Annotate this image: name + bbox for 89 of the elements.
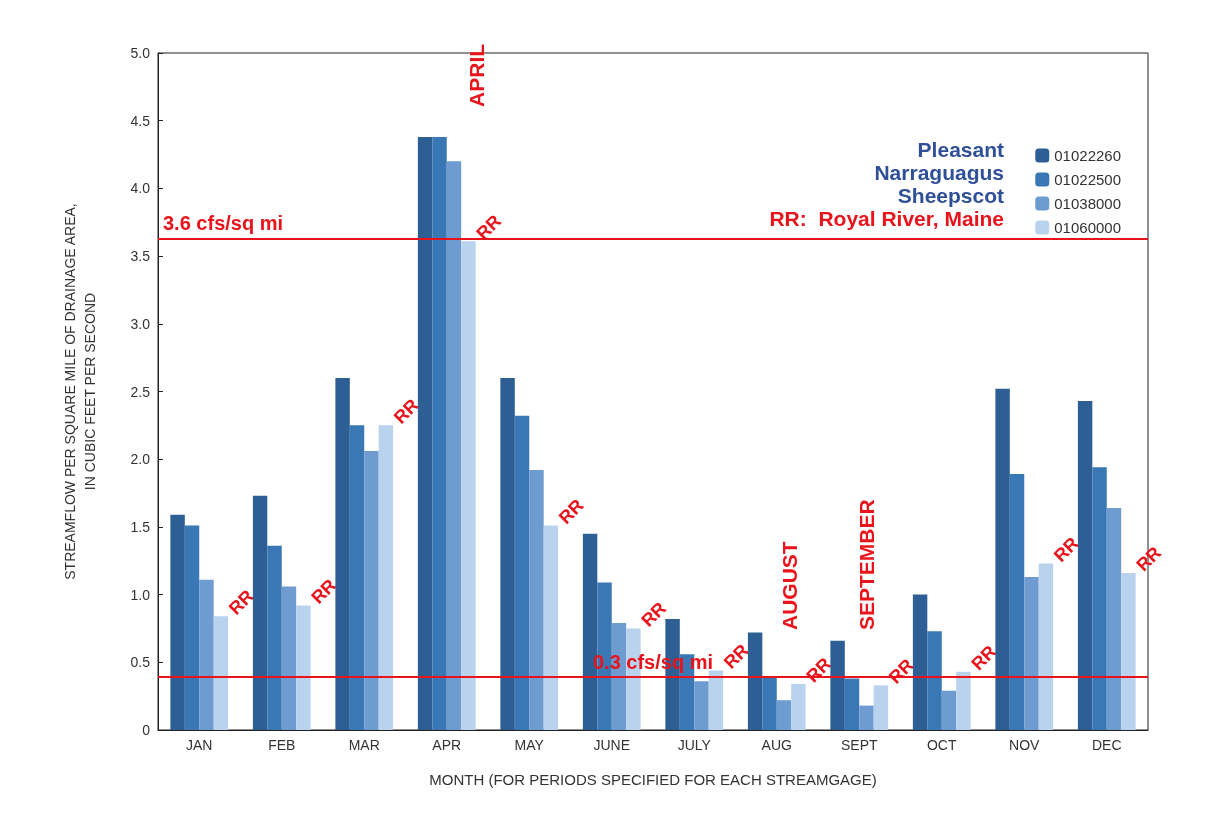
x-tick-label: APR [432,737,462,753]
annotation: RR [637,598,671,631]
bar [349,425,365,730]
legend-label: 01022500 [1054,171,1122,188]
y-tick-label: 3.0 [130,315,151,332]
annotation: RR [224,586,258,619]
x-tick-label: MAY [514,737,545,753]
y-tick-label: 2.5 [130,383,151,400]
legend-label: 01038000 [1054,195,1122,212]
x-tick-label: MAR [348,737,380,753]
x-tick-label: NOV [1009,737,1041,753]
bar [859,705,874,730]
annotation: SEPTEMBER [855,499,879,630]
x-tick-label: FEB [268,737,296,753]
bar [1009,474,1025,730]
bar [378,425,394,730]
annotation: APRIL [465,43,489,107]
bar [694,681,709,730]
annotation: RR [1049,533,1083,566]
annotation: Narraguagus [874,161,1004,184]
bar [995,388,1010,730]
x-axis-title: MONTH (FOR PERIODS SPECIFIED FOR EACH STREAMGAGE) [429,771,877,788]
bar [1024,577,1039,730]
bar [1121,572,1136,730]
bar [543,525,559,730]
bar [500,377,515,730]
bar [267,545,282,730]
x-tick-label: OCT [926,737,957,753]
annotation: RR [967,641,1001,675]
bar [335,377,350,730]
bar [170,514,185,730]
annotation: Sheepscot [897,184,1004,207]
annotation: RR [389,395,423,428]
y-tick-label: 2.0 [130,451,151,468]
bar [184,525,200,730]
bar [762,677,777,730]
bar [708,670,724,730]
annotation: AUGUST [778,541,802,630]
annotation: RR [719,640,753,673]
bar [199,579,214,730]
annotation: RR: Royal River, Maine [769,207,1004,230]
bar [747,632,763,730]
bar [844,678,860,730]
bar [417,136,433,730]
x-tick-label: JULY [677,737,712,753]
legend-label: 01022260 [1054,147,1122,164]
legend-label: 01060000 [1054,219,1122,236]
bar [776,700,792,730]
bar [941,690,957,730]
bar [927,631,942,730]
annotation: RR [554,495,588,528]
y-tick-label: 1.0 [130,586,151,603]
y-tick-label: 0 [142,722,151,738]
bar [912,594,928,730]
bar [830,640,845,730]
bar [956,671,971,730]
bar [296,605,311,730]
annotation: Pleasant [917,138,1004,161]
bar [1038,563,1054,730]
y-axis-title: STREAMFLOW PER SQUARE MILE OF DRAINAGE AREA, IN CUBIC FEET PER SECOND [62,203,98,580]
bar [873,685,889,730]
y-tick-label: 3.5 [130,248,151,265]
x-tick-label: JUNE [593,737,631,753]
ref-line-label: 3.6 cfs/sq mi [163,212,284,235]
bar [1106,507,1122,730]
bar [791,683,806,730]
y-tick-label: 5.0 [130,45,151,61]
bar [1092,467,1107,730]
y-tick-label: 4.0 [130,180,151,197]
bar [252,495,268,730]
bar [432,136,447,730]
y-tick-label: 4.5 [130,112,151,129]
annotation: RR [1132,542,1166,576]
y-tick-label: 0.5 [130,654,151,671]
x-tick-label: JAN [186,737,213,753]
x-tick-label: AUG [761,737,792,753]
bar [281,586,297,730]
bar [461,241,476,730]
annotation: RR [307,575,341,608]
bar [529,470,544,730]
x-tick-label: DEC [1091,737,1122,753]
x-tick-label: SEPT [840,737,878,753]
bar [1077,400,1093,730]
y-tick-label: 1.5 [130,518,151,535]
bar [514,415,530,730]
bar [364,451,379,730]
annotation: RR [472,210,506,244]
bar [213,616,229,730]
bar [446,161,462,730]
